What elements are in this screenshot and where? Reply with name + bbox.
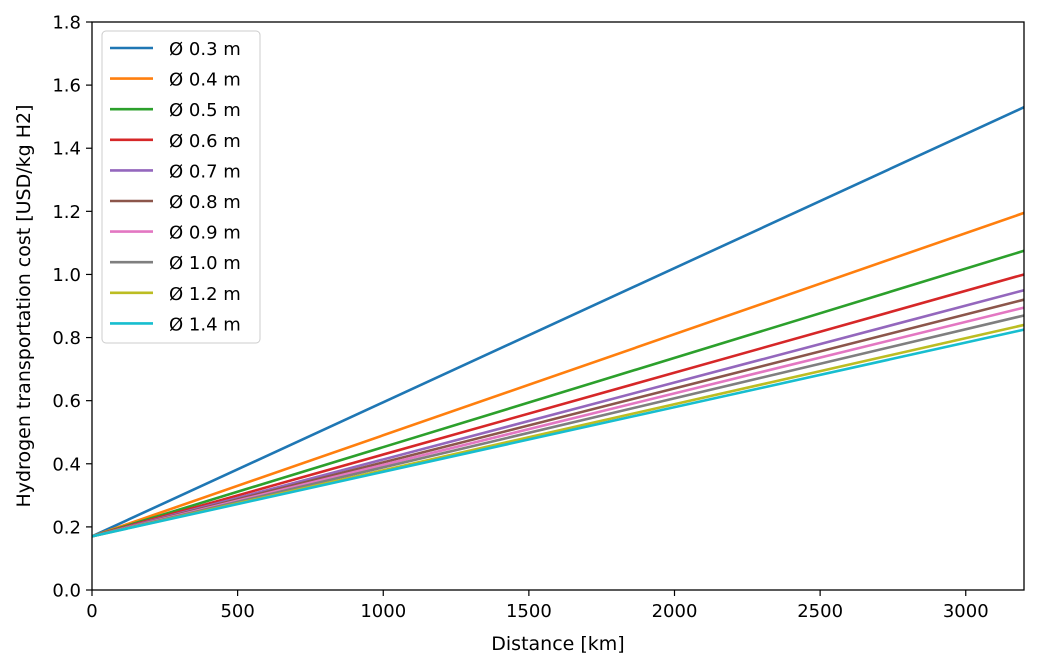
x-tick-label: 2000 bbox=[652, 601, 698, 622]
legend-item: Ø 0.9 m bbox=[110, 223, 241, 244]
x-tick-label: 1500 bbox=[506, 601, 552, 622]
legend-label: Ø 1.4 m bbox=[169, 314, 241, 335]
legend-item: Ø 1.2 m bbox=[110, 284, 241, 305]
y-tick-label: 0.4 bbox=[52, 454, 81, 475]
y-tick-label: 1.4 bbox=[52, 139, 81, 160]
y-tick-label: 1.0 bbox=[52, 265, 81, 286]
x-axis-label: Distance [km] bbox=[491, 633, 624, 655]
legend-label: Ø 0.4 m bbox=[169, 70, 241, 91]
y-tick-label: 1.6 bbox=[52, 76, 81, 97]
series-line-5 bbox=[91, 288, 1025, 538]
legend-label: Ø 0.9 m bbox=[169, 223, 241, 244]
x-tick-label: 500 bbox=[220, 601, 254, 622]
legend-label: Ø 0.6 m bbox=[169, 131, 241, 152]
legend-item: Ø 0.4 m bbox=[110, 70, 241, 91]
x-axis-ticks: 0 500 1000 1500 2000 2500 3000 bbox=[86, 590, 989, 622]
y-tick-label: 0.6 bbox=[52, 391, 81, 412]
legend-label: Ø 0.5 m bbox=[169, 100, 241, 121]
y-tick-label: 0.2 bbox=[52, 517, 81, 538]
legend-label: Ø 1.0 m bbox=[169, 253, 241, 274]
series-line-2 bbox=[91, 211, 1025, 538]
legend-label: Ø 0.3 m bbox=[169, 39, 241, 60]
axes-frame bbox=[91, 21, 1025, 591]
x-tick-label: 3000 bbox=[943, 601, 989, 622]
x-tick-label: 0 bbox=[86, 601, 97, 622]
legend-label: Ø 0.8 m bbox=[169, 192, 241, 213]
y-axis-label: Hydrogen transportation cost [USD/kg H2] bbox=[13, 104, 35, 507]
x-tick-label: 2500 bbox=[797, 601, 843, 622]
y-tick-label: 0.8 bbox=[52, 328, 81, 349]
series-line-4 bbox=[91, 273, 1025, 538]
series-line-1 bbox=[91, 106, 1025, 538]
x-tick-label: 1000 bbox=[360, 601, 406, 622]
series-line-10 bbox=[91, 328, 1025, 538]
legend-item: Ø 0.3 m bbox=[110, 39, 241, 60]
legend-label: Ø 1.2 m bbox=[169, 284, 241, 305]
y-tick-label: 0.0 bbox=[52, 581, 81, 602]
legend-item: Ø 1.0 m bbox=[110, 253, 241, 274]
legend-item: Ø 0.7 m bbox=[110, 161, 241, 182]
series-lines bbox=[91, 106, 1025, 538]
y-axis-ticks: 0.0 0.2 0.4 0.6 0.8 1.0 1.2 1.4 1.6 1.8 bbox=[52, 13, 92, 602]
series-line-3 bbox=[91, 249, 1025, 538]
legend-item: Ø 0.5 m bbox=[110, 100, 241, 121]
y-tick-label: 1.8 bbox=[52, 13, 81, 34]
legend-item: Ø 1.4 m bbox=[110, 314, 241, 335]
legend: Ø 0.3 m Ø 0.4 m Ø 0.5 m Ø 0.6 m Ø 0.7 m Ø 0.8… bbox=[101, 30, 261, 344]
legend-item: Ø 0.8 m bbox=[110, 192, 241, 213]
legend-label: Ø 0.7 m bbox=[169, 161, 241, 182]
series-line-8 bbox=[91, 314, 1025, 538]
y-tick-label: 1.2 bbox=[52, 202, 81, 223]
legend-item: Ø 0.6 m bbox=[110, 131, 241, 152]
